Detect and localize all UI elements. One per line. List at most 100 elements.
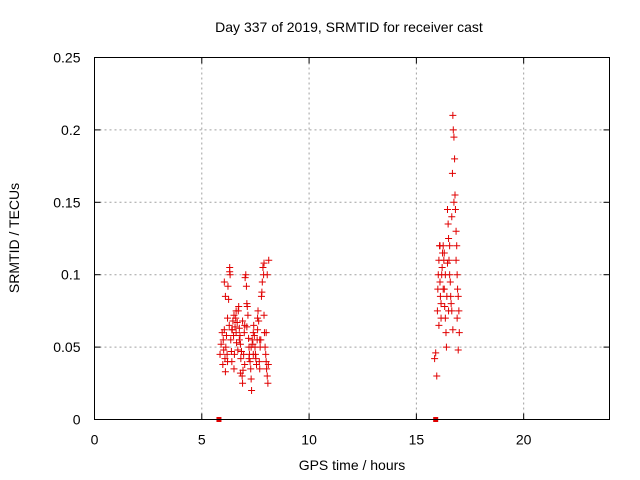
data-point xyxy=(232,314,240,322)
data-point xyxy=(446,278,454,286)
data-point xyxy=(243,323,251,331)
data-point xyxy=(235,303,243,311)
x-tick-label: 5 xyxy=(198,432,206,448)
y-tick-label: 0 xyxy=(73,412,81,428)
x-tick-label: 10 xyxy=(301,432,317,448)
data-point xyxy=(244,311,252,319)
data-point xyxy=(254,307,262,315)
data-point xyxy=(219,336,227,344)
data-point xyxy=(230,311,238,319)
y-tick-label: 0.2 xyxy=(61,122,81,138)
y-tick-label: 0.15 xyxy=(53,194,80,210)
data-point xyxy=(445,235,453,242)
data-point xyxy=(452,227,460,235)
data-point xyxy=(453,314,461,322)
data-points xyxy=(216,111,463,395)
data-point xyxy=(245,334,253,342)
data-point xyxy=(454,346,462,354)
data-point xyxy=(437,300,445,308)
data-point xyxy=(248,387,256,395)
data-point xyxy=(454,292,462,300)
data-point xyxy=(259,263,267,271)
data-point xyxy=(232,307,240,315)
data-point xyxy=(439,285,447,293)
data-point xyxy=(449,126,457,134)
data-point xyxy=(225,321,233,329)
data-point xyxy=(263,271,271,279)
data-point xyxy=(451,191,459,199)
data-point xyxy=(235,324,243,332)
y-axis-label: SRMTID / TECUs xyxy=(6,183,22,293)
data-point xyxy=(250,332,258,340)
data-point xyxy=(221,368,229,376)
data-point xyxy=(231,323,239,331)
data-point xyxy=(236,332,244,340)
data-point xyxy=(443,206,451,214)
data-point xyxy=(440,249,448,257)
data-point xyxy=(227,347,235,355)
data-point xyxy=(246,358,254,366)
data-point xyxy=(264,379,272,387)
data-point xyxy=(451,155,459,163)
data-point xyxy=(442,343,450,351)
data-point xyxy=(435,321,443,329)
data-point xyxy=(450,198,458,206)
data-point xyxy=(245,355,253,363)
x-axis-ticks: 0 5 10 15 20 xyxy=(91,57,532,448)
data-point xyxy=(454,285,462,293)
data-point xyxy=(230,350,238,358)
data-point xyxy=(449,111,457,119)
data-point xyxy=(447,292,455,300)
data-point xyxy=(222,332,230,340)
x-tick-label: 15 xyxy=(409,432,425,448)
data-point xyxy=(263,365,271,373)
data-point xyxy=(241,360,249,368)
plot-frame xyxy=(94,57,610,420)
data-point xyxy=(250,321,258,329)
data-point xyxy=(431,355,439,363)
data-point xyxy=(249,329,257,337)
data-point xyxy=(216,350,224,358)
data-point xyxy=(249,350,257,358)
y-tick-label: 0.25 xyxy=(53,50,80,66)
data-point xyxy=(232,329,240,337)
data-point xyxy=(258,278,266,286)
data-point xyxy=(265,256,273,264)
data-point xyxy=(252,355,260,363)
data-point xyxy=(225,295,233,303)
data-point xyxy=(451,206,459,214)
data-point xyxy=(256,336,264,344)
data-point xyxy=(254,326,262,334)
data-point xyxy=(247,375,255,383)
data-point xyxy=(254,314,262,322)
data-point xyxy=(255,358,263,366)
y-tick-label: 0.05 xyxy=(53,339,80,355)
data-point xyxy=(219,360,227,368)
data-point xyxy=(436,292,444,300)
x-axis-label: GPS time / hours xyxy=(299,457,406,473)
y-tick-label: 0.1 xyxy=(61,267,81,283)
data-point xyxy=(263,372,271,380)
data-point xyxy=(236,369,244,377)
chart-title: Day 337 of 2019, SRMTID for receiver cas… xyxy=(215,19,483,35)
data-point xyxy=(230,365,238,373)
data-point xyxy=(237,355,245,363)
data-point xyxy=(226,268,234,276)
data-point xyxy=(243,303,251,311)
data-point xyxy=(260,311,268,319)
data-point xyxy=(446,242,454,250)
data-point xyxy=(247,343,255,351)
data-point xyxy=(221,292,229,300)
data-point xyxy=(239,317,247,325)
data-point xyxy=(443,259,451,267)
data-point xyxy=(255,317,263,325)
data-point xyxy=(433,372,441,380)
data-point xyxy=(240,329,248,337)
data-point xyxy=(449,326,457,334)
data-point xyxy=(234,346,242,354)
data-point xyxy=(264,360,272,368)
data-point xyxy=(453,242,461,250)
data-point xyxy=(262,329,270,337)
data-point xyxy=(238,372,246,380)
data-point xyxy=(223,350,231,358)
